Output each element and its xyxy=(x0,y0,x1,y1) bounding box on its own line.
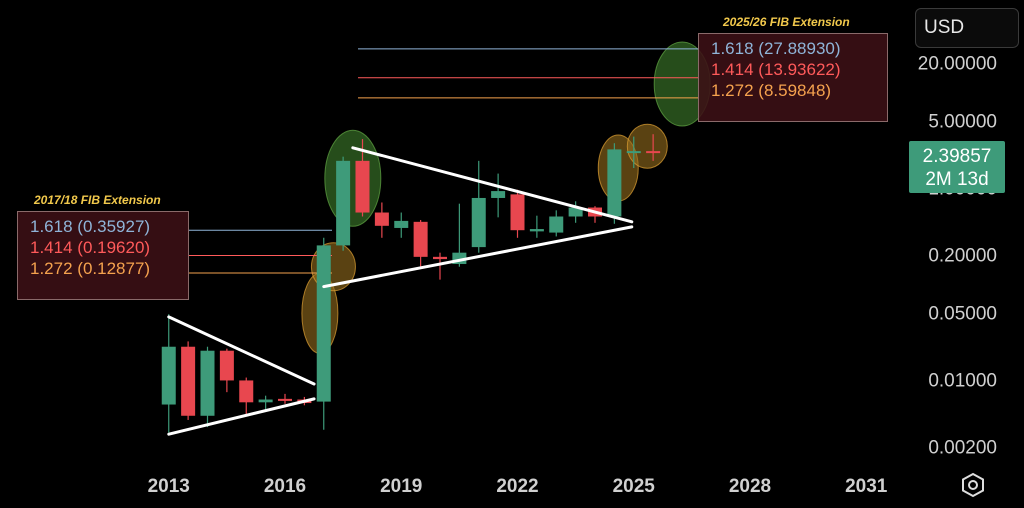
fib-2017-box: 1.618 (0.35927) 1.414 (0.19620) 1.272 (0… xyxy=(17,211,189,300)
x-axis-tick-label: 2016 xyxy=(264,476,306,497)
x-axis-tick-label: 2019 xyxy=(380,476,422,497)
trendline xyxy=(322,225,634,289)
candle-time-left: 2M 13d xyxy=(925,169,989,190)
candle-body xyxy=(200,350,215,416)
x-axis-tick-label: 2031 xyxy=(845,476,888,497)
x-axis-tick-label: 2013 xyxy=(148,476,190,497)
trendline xyxy=(167,397,316,436)
y-axis-tick-label: 5.00000 xyxy=(928,112,997,133)
candle-body xyxy=(626,151,641,154)
fib-2025-box: 1.618 (27.88930) 1.414 (13.93622) 1.272 … xyxy=(698,33,888,122)
candle-body xyxy=(258,399,273,403)
y-axis-tick-label: 0.01000 xyxy=(928,371,997,392)
candle-body xyxy=(394,220,409,228)
chart-settings-button[interactable] xyxy=(958,470,988,500)
candle-body xyxy=(219,350,234,381)
last-price-tag: 2.39857 2M 13d xyxy=(909,141,1005,193)
candle-body xyxy=(549,216,564,233)
candle-body xyxy=(161,346,176,405)
x-axis-tick-label: 2022 xyxy=(496,476,538,497)
fib-2017-title: 2017/18 FIB Extension xyxy=(34,193,161,207)
currency-label: USD xyxy=(924,17,965,38)
candle-body xyxy=(491,191,506,198)
candle-body xyxy=(471,197,486,248)
last-price-value: 2.39857 xyxy=(922,146,992,167)
highlight-ellipse xyxy=(626,123,668,169)
y-axis-tick-label: 20.00000 xyxy=(918,54,997,75)
candle-body xyxy=(374,212,389,226)
candle-body xyxy=(316,245,331,402)
candle-body xyxy=(181,346,196,416)
fib-2025-level-1272: 1.272 (8.59848) xyxy=(711,81,832,100)
candle-body xyxy=(413,221,428,257)
candle-body xyxy=(568,207,583,217)
candle-body xyxy=(607,149,622,217)
y-axis-tick-label: 0.05000 xyxy=(928,304,997,325)
x-axis-tick-label: 2028 xyxy=(729,476,771,497)
y-axis-tick-label: 0.00200 xyxy=(928,438,997,459)
trendline xyxy=(351,146,634,224)
x-axis-tick-label: 2025 xyxy=(613,476,656,497)
fib-2017-level-1414: 1.414 (0.19620) xyxy=(30,238,151,257)
fib-2025-level-1414: 1.414 (13.93622) xyxy=(711,60,841,79)
fib-2017-level-1272: 1.272 (0.12877) xyxy=(30,259,151,278)
trendline xyxy=(167,315,316,386)
fib-2025-level-1618: 1.618 (27.88930) xyxy=(711,39,841,58)
y-axis-tick-label: 0.20000 xyxy=(928,246,997,267)
candle-body xyxy=(336,160,351,246)
candle-body xyxy=(355,160,370,213)
candle-body xyxy=(452,252,467,265)
candle-body xyxy=(239,380,254,403)
currency-selector[interactable]: USD xyxy=(915,8,1019,48)
candle-body xyxy=(510,194,525,231)
fib-2025-title: 2025/26 FIB Extension xyxy=(723,15,850,29)
candle-body xyxy=(278,398,292,401)
candle-body xyxy=(433,256,447,260)
fib-2017-level-1618: 1.618 (0.35927) xyxy=(30,217,151,236)
highlight-ellipse xyxy=(324,129,382,227)
candle-body xyxy=(646,151,661,154)
settings-hexagon-icon xyxy=(962,472,984,498)
candle-body xyxy=(529,229,544,232)
